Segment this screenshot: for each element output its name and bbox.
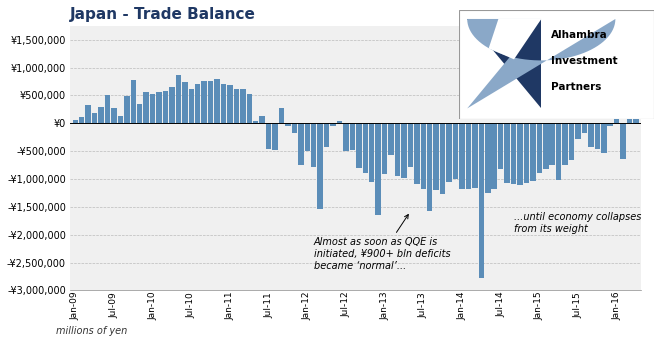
- Bar: [614, 112, 619, 123]
- Bar: [137, 104, 143, 123]
- Bar: [73, 120, 78, 123]
- Text: Partners: Partners: [551, 82, 602, 92]
- Bar: [124, 96, 130, 123]
- Bar: [375, 123, 381, 215]
- Bar: [453, 123, 458, 179]
- Bar: [601, 123, 607, 153]
- Bar: [556, 123, 561, 180]
- Bar: [395, 123, 401, 176]
- Polygon shape: [488, 19, 541, 59]
- Bar: [382, 123, 387, 174]
- Bar: [98, 107, 104, 123]
- Bar: [621, 123, 626, 159]
- Text: Almost as soon as QQE is
initiated, ¥900+ bln deficits
became ‘normal’...: Almost as soon as QQE is initiated, ¥900…: [314, 214, 450, 271]
- Bar: [143, 92, 149, 123]
- Text: Alhambra: Alhambra: [551, 30, 608, 40]
- Bar: [266, 123, 272, 149]
- Bar: [504, 123, 510, 183]
- Bar: [479, 123, 484, 278]
- Bar: [408, 123, 413, 167]
- Bar: [221, 84, 226, 123]
- Bar: [569, 123, 574, 160]
- Bar: [104, 95, 110, 123]
- Bar: [176, 75, 181, 123]
- Bar: [233, 89, 239, 123]
- Bar: [208, 81, 214, 123]
- Bar: [401, 123, 407, 178]
- Bar: [227, 86, 233, 123]
- Bar: [317, 123, 323, 209]
- Bar: [118, 116, 123, 123]
- Polygon shape: [467, 19, 541, 108]
- Bar: [563, 123, 568, 165]
- Bar: [582, 123, 587, 133]
- Text: Japan - Trade Balance: Japan - Trade Balance: [70, 7, 256, 22]
- Bar: [337, 121, 342, 123]
- Bar: [588, 123, 594, 147]
- Bar: [163, 91, 169, 123]
- Bar: [259, 116, 265, 123]
- Text: ...until economy collapses
from its weight: ...until economy collapses from its weig…: [514, 212, 641, 234]
- Bar: [92, 113, 97, 123]
- Bar: [253, 121, 258, 123]
- Bar: [350, 123, 355, 149]
- Bar: [311, 123, 317, 167]
- Bar: [356, 123, 362, 168]
- Bar: [446, 123, 452, 182]
- Bar: [247, 94, 252, 123]
- Bar: [156, 92, 162, 123]
- Bar: [518, 123, 523, 184]
- Bar: [575, 123, 581, 139]
- Bar: [324, 123, 329, 147]
- Bar: [111, 108, 117, 123]
- Text: millions of yen: millions of yen: [56, 326, 128, 336]
- Bar: [330, 123, 336, 125]
- Bar: [202, 81, 207, 123]
- Bar: [492, 123, 497, 189]
- Bar: [607, 123, 613, 126]
- Bar: [130, 80, 136, 123]
- Bar: [240, 89, 246, 123]
- Bar: [498, 123, 504, 169]
- Bar: [298, 123, 303, 165]
- Polygon shape: [467, 19, 615, 108]
- Bar: [369, 123, 375, 182]
- Bar: [472, 123, 478, 188]
- Bar: [85, 105, 91, 123]
- Bar: [537, 123, 542, 174]
- Bar: [286, 123, 291, 126]
- Bar: [414, 123, 420, 184]
- Bar: [434, 123, 439, 190]
- Bar: [214, 79, 220, 123]
- Bar: [633, 110, 639, 123]
- Bar: [466, 123, 471, 189]
- Bar: [627, 84, 633, 123]
- Bar: [543, 123, 549, 169]
- Bar: [188, 89, 194, 123]
- Bar: [459, 123, 465, 189]
- Bar: [195, 84, 200, 123]
- Bar: [389, 123, 394, 155]
- Bar: [549, 123, 555, 165]
- Bar: [292, 123, 297, 133]
- Bar: [169, 87, 175, 123]
- Bar: [440, 123, 446, 194]
- Bar: [427, 123, 432, 211]
- Bar: [79, 117, 85, 123]
- Bar: [305, 123, 310, 151]
- Bar: [420, 123, 426, 189]
- Bar: [343, 123, 349, 151]
- Bar: [530, 123, 535, 181]
- Text: Investment: Investment: [551, 56, 617, 66]
- Bar: [511, 123, 516, 184]
- Bar: [363, 123, 368, 173]
- Bar: [279, 108, 284, 123]
- Bar: [595, 123, 600, 149]
- Bar: [182, 82, 188, 123]
- Bar: [272, 123, 278, 150]
- Bar: [524, 123, 529, 183]
- Text: Imports contract
consistently
throughout 2015: Imports contract consistently throughout…: [552, 37, 635, 108]
- Bar: [150, 94, 155, 123]
- Bar: [485, 123, 490, 193]
